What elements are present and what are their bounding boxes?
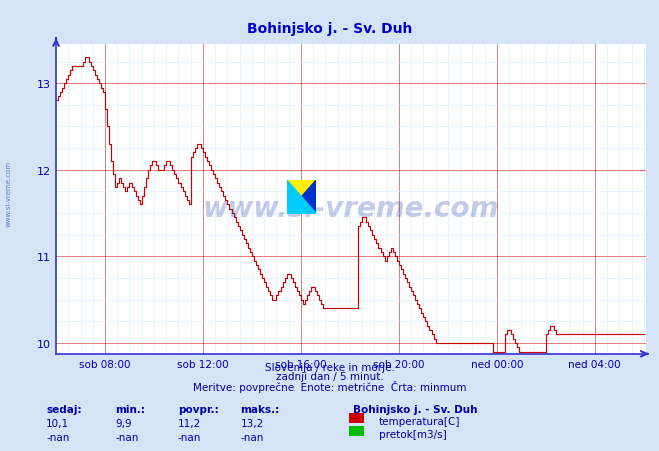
- Text: min.:: min.:: [115, 404, 146, 414]
- Polygon shape: [287, 180, 316, 214]
- Polygon shape: [287, 180, 316, 214]
- Text: 13,2: 13,2: [241, 419, 264, 428]
- Text: Meritve: povprečne  Enote: metrične  Črta: minmum: Meritve: povprečne Enote: metrične Črta:…: [192, 380, 467, 392]
- Text: zadnji dan / 5 minut.: zadnji dan / 5 minut.: [275, 371, 384, 381]
- Text: temperatura[C]: temperatura[C]: [379, 416, 461, 426]
- Text: -nan: -nan: [241, 432, 264, 442]
- Text: www.si-vreme.com: www.si-vreme.com: [5, 161, 12, 227]
- Polygon shape: [287, 180, 316, 214]
- Text: -nan: -nan: [46, 432, 69, 442]
- Text: Bohinjsko j. - Sv. Duh: Bohinjsko j. - Sv. Duh: [353, 404, 477, 414]
- Text: -nan: -nan: [178, 432, 201, 442]
- Text: pretok[m3/s]: pretok[m3/s]: [379, 429, 447, 439]
- Text: maks.:: maks.:: [241, 404, 280, 414]
- Text: www.si-vreme.com: www.si-vreme.com: [203, 195, 499, 223]
- Text: 10,1: 10,1: [46, 419, 69, 428]
- Text: Bohinjsko j. - Sv. Duh: Bohinjsko j. - Sv. Duh: [247, 23, 412, 36]
- Text: 11,2: 11,2: [178, 419, 201, 428]
- Text: 9,9: 9,9: [115, 419, 132, 428]
- Text: Slovenija / reke in morje.: Slovenija / reke in morje.: [264, 362, 395, 372]
- Text: povpr.:: povpr.:: [178, 404, 219, 414]
- Text: sedaj:: sedaj:: [46, 404, 82, 414]
- Text: -nan: -nan: [115, 432, 138, 442]
